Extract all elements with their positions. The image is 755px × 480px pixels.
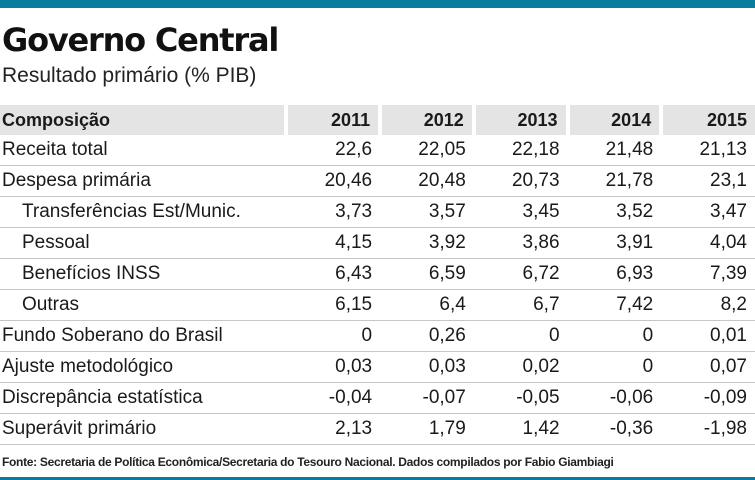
- table-cell: 3,73: [286, 196, 381, 228]
- source-note: Fonte: Secretaria de Política Econômica/…: [2, 455, 614, 469]
- table-cell: -0,04: [286, 382, 381, 414]
- table-cell: 6,7: [473, 289, 568, 321]
- column-header: 2014: [567, 105, 664, 135]
- table-cell: 4,15: [286, 227, 381, 259]
- table-row: Transferências Est/Munic. 3,73 3,57 3,45 3,5…: [0, 196, 755, 228]
- table-cell: 20,46: [286, 165, 381, 197]
- table-cell: 6,15: [286, 289, 381, 321]
- table-cell: -0,09: [661, 382, 755, 414]
- table-body: Receita total 22,6 22,05 22,18 21,48 21,13 Des…: [0, 135, 755, 445]
- table-cell: 3,57: [380, 196, 474, 228]
- table-cell: 0,03: [380, 351, 474, 383]
- table-cell: 0,26: [380, 320, 474, 352]
- table-cell: 6,59: [380, 258, 474, 290]
- table-row: Outras 6,15 6,4 6,7 7,42 8,2: [0, 289, 755, 321]
- row-label: Discrepância estatística: [0, 382, 287, 414]
- bottom-accent-bar: [0, 477, 755, 480]
- table-cell: -0,05: [473, 382, 568, 414]
- table-cell: -0,06: [567, 382, 662, 414]
- row-label: Fundo Soberano do Brasil: [0, 320, 287, 352]
- table-cell: 20,48: [380, 165, 474, 197]
- table-cell: 6,43: [286, 258, 381, 290]
- table-cell: 22,6: [286, 135, 381, 166]
- table-cell: 2,13: [286, 413, 381, 445]
- table-cell: 3,52: [567, 196, 662, 228]
- table-cell: 1,42: [473, 413, 568, 445]
- table-cell: 3,86: [473, 227, 568, 259]
- table-cell: 3,91: [567, 227, 662, 259]
- table-cell: 22,05: [380, 135, 474, 166]
- row-label: Outras: [0, 289, 287, 321]
- table-cell: 1,79: [380, 413, 474, 445]
- header-composicao: Composição: [0, 105, 289, 135]
- table-cell: -0,36: [567, 413, 662, 445]
- chart-subtitle: Resultado primário (% PIB): [2, 64, 257, 87]
- table-cell: 0: [567, 320, 662, 352]
- table-cell: -1,98: [661, 413, 755, 445]
- table-cell: 0: [473, 320, 568, 352]
- row-label: Transferências Est/Munic.: [0, 196, 287, 228]
- table-cell: 7,39: [661, 258, 755, 290]
- table-cell: 0,02: [473, 351, 568, 383]
- table-cell: 0,03: [286, 351, 381, 383]
- table-cell: 4,04: [661, 227, 755, 259]
- table-row: Discrepância estatística -0,04 -0,07 -0,05-…: [0, 382, 755, 414]
- table-cell: 8,2: [661, 289, 755, 321]
- row-label: Superávit primário: [0, 413, 287, 445]
- table-row: Despesa primária 20,46 20,48 20,73 21,78 23,1: [0, 165, 755, 197]
- table-cell: 7,42: [567, 289, 662, 321]
- table-header-row: Composição 2011 2012 2013 2014 2015: [0, 105, 755, 135]
- table-cell: 3,47: [661, 196, 755, 228]
- table-row: Ajuste metodológico 0,03 0,03 0,02 0 0,07: [0, 351, 755, 383]
- data-table: Composição 2011 2012 2013 2014 2015 Rece…: [0, 105, 755, 445]
- row-label: Pessoal: [0, 227, 287, 259]
- table-cell: 21,13: [661, 135, 755, 166]
- table-cell: 22,18: [473, 135, 568, 166]
- table-cell: 0,01: [661, 320, 755, 352]
- column-header: 2015: [661, 105, 755, 135]
- top-accent-bar: [0, 0, 755, 8]
- table-cell: 3,92: [380, 227, 474, 259]
- table-cell: 0,07: [661, 351, 755, 383]
- column-header: 2013: [473, 105, 570, 135]
- table-cell: 20,73: [473, 165, 568, 197]
- row-label: Ajuste metodológico: [0, 351, 287, 383]
- table-row: Pessoal 4,15 3,92 3,86 3,91 4,04: [0, 227, 755, 259]
- table-cell: 0: [567, 351, 662, 383]
- column-header: 2011: [286, 105, 383, 135]
- table-cell: 23,1: [661, 165, 755, 197]
- row-label: Receita total: [0, 135, 287, 166]
- table-cell: -0,07: [380, 382, 474, 414]
- table-row: Benefícios INSS 6,43 6,59 6,72 6,93 7,39: [0, 258, 755, 290]
- table-cell: 21,78: [567, 165, 662, 197]
- row-label: Benefícios INSS: [0, 258, 287, 290]
- column-header: 2012: [380, 105, 476, 135]
- table-cell: 6,4: [380, 289, 474, 321]
- table-row: Superávit primário 2,13 1,79 1,42 -0,36 -1,98: [0, 413, 755, 445]
- table-cell: 0: [286, 320, 381, 352]
- table-cell: 6,72: [473, 258, 568, 290]
- table-cell: 6,93: [567, 258, 662, 290]
- chart-title: Governo Central: [2, 21, 279, 59]
- row-label: Despesa primária: [0, 165, 287, 197]
- table-row: Fundo Soberano do Brasil 0 0,26 0 0 0,01: [0, 320, 755, 352]
- table-cell: 21,48: [567, 135, 662, 166]
- table-row: Receita total 22,6 22,05 22,18 21,48 21,13: [0, 135, 755, 166]
- table-cell: 3,45: [473, 196, 568, 228]
